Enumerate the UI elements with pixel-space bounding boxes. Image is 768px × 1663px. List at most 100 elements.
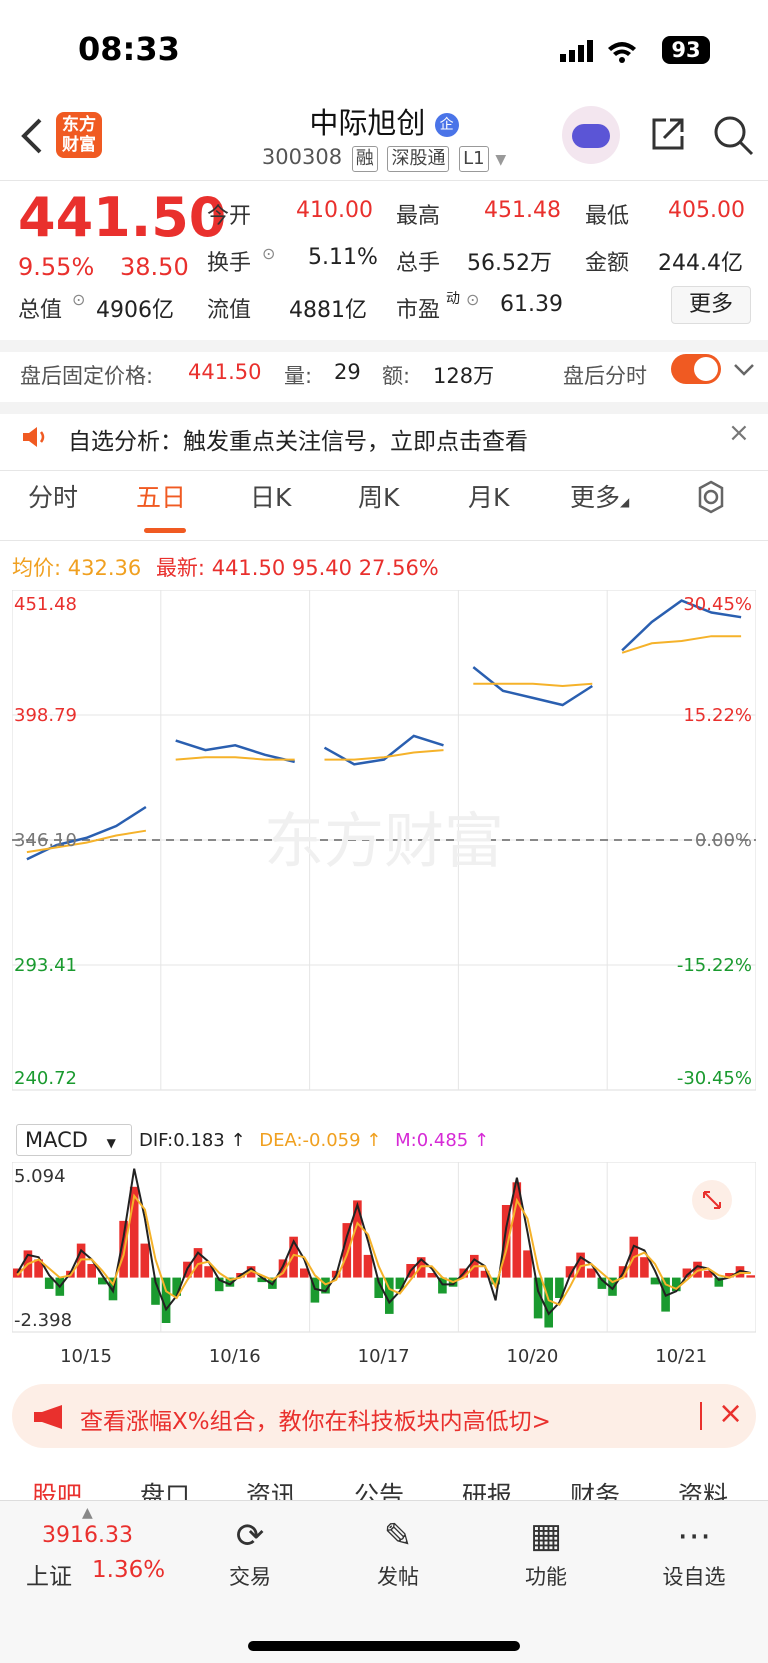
macd-bar bbox=[225, 1277, 235, 1287]
macd-bottom-label: -2.398 bbox=[14, 1310, 72, 1331]
y-tick-right: -15.22% bbox=[677, 955, 752, 976]
macd-bar bbox=[310, 1277, 320, 1303]
dea-value: DEA:-0.059 ↑ bbox=[259, 1130, 382, 1151]
macd-chart[interactable]: 5.094 -2.398 bbox=[12, 1162, 756, 1342]
turnover-value: 5.11% bbox=[308, 245, 378, 270]
index-name[interactable]: 上证 bbox=[26, 1564, 72, 1590]
speaker-icon bbox=[23, 427, 45, 447]
tab-monthly-k[interactable]: 月K bbox=[468, 483, 510, 512]
change-value: 95.40 bbox=[291, 556, 352, 580]
nav-function[interactable]: ▦ 功能 bbox=[496, 1511, 596, 1591]
x-tick-label: 10/16 bbox=[208, 1346, 261, 1367]
index-pct[interactable]: 1.36% bbox=[92, 1557, 166, 1583]
macd-bar bbox=[214, 1277, 224, 1292]
float-label: 流值 bbox=[207, 298, 252, 323]
y-tick-left: 398.79 bbox=[14, 705, 77, 726]
stock-subtitle[interactable]: 300308 融 深股通 L1 ▼ bbox=[0, 145, 768, 172]
macd-bar bbox=[544, 1277, 553, 1328]
dif-line bbox=[16, 1168, 751, 1316]
close-icon[interactable]: × bbox=[728, 418, 750, 448]
macd-bar bbox=[395, 1277, 405, 1289]
nav-post[interactable]: ✎ 发帖 bbox=[348, 1511, 448, 1591]
more-button[interactable]: 更多 bbox=[671, 286, 751, 324]
info-icon[interactable]: ⊙ bbox=[72, 290, 86, 309]
notice-text[interactable]: 自选分析：触发重点关注信号，立即点击查看 bbox=[68, 429, 528, 455]
x-tick-label: 10/20 bbox=[506, 1346, 559, 1367]
y-tick-right: -30.45% bbox=[677, 1068, 752, 1089]
section-tab-finance[interactable]: 财务 bbox=[570, 1481, 621, 1500]
macd-bar bbox=[374, 1277, 383, 1298]
macd-bar bbox=[193, 1248, 203, 1278]
section-tab-research[interactable]: 研报 bbox=[462, 1481, 513, 1500]
close-icon[interactable]: × bbox=[718, 1396, 744, 1431]
y-tick-right: 15.22% bbox=[683, 705, 752, 726]
section-tab-notice[interactable]: 公告 bbox=[354, 1481, 405, 1500]
macd-bar bbox=[151, 1277, 160, 1305]
nav-post-label: 发帖 bbox=[377, 1565, 419, 1589]
back-icon[interactable] bbox=[18, 116, 44, 156]
float-value: 4881亿 bbox=[289, 298, 367, 323]
tab-more[interactable]: 更多◢ bbox=[570, 478, 629, 514]
macd-bar bbox=[140, 1243, 150, 1278]
chevron-down-icon[interactable] bbox=[732, 360, 756, 378]
avg-value: 432.36 bbox=[67, 556, 142, 580]
section-tab-profile[interactable]: 资料 bbox=[678, 1481, 729, 1500]
mktcap-value: 4906亿 bbox=[96, 298, 174, 323]
macd-bar bbox=[512, 1182, 522, 1278]
y-tick-left: 451.48 bbox=[14, 594, 77, 615]
nav-trade-label: 交易 bbox=[229, 1565, 271, 1589]
more-dots-icon: ⋯ bbox=[677, 1516, 711, 1556]
macd-bar bbox=[576, 1252, 585, 1278]
status-time: 08:33 bbox=[78, 30, 180, 68]
macd-bar bbox=[693, 1261, 702, 1278]
info-icon[interactable]: ⊙ bbox=[262, 244, 276, 263]
dif-value: DIF:0.183 ↑ bbox=[139, 1130, 246, 1151]
expand-icon-arrows bbox=[703, 1191, 721, 1209]
macd-bar bbox=[87, 1264, 96, 1278]
open-label: 今开 bbox=[207, 204, 252, 229]
info-icon[interactable]: ⊙ bbox=[466, 290, 480, 309]
expand-icon[interactable] bbox=[692, 1180, 732, 1220]
latest-value: 441.50 bbox=[211, 556, 286, 580]
index-value[interactable]: 3916.33 bbox=[42, 1523, 133, 1548]
nav-watchlist[interactable]: ⋯ 设自选 bbox=[644, 1511, 744, 1591]
macd-bar bbox=[682, 1268, 692, 1278]
x-tick-label: 10/15 bbox=[60, 1346, 112, 1367]
nav-trade[interactable]: ⟳ 交易 bbox=[200, 1511, 300, 1591]
chart-tabs: 分时 五日 日K 周K 月K 更多◢ bbox=[0, 478, 768, 538]
high-value: 451.48 bbox=[484, 198, 561, 223]
chart-summary: 均价: 432.36 最新: 441.50 95.40 27.56% bbox=[12, 552, 439, 582]
five-day-chart[interactable]: 东方财富 451.48 398.79 346.10 293.41 240.72 30.45%… bbox=[12, 590, 756, 1120]
macd-bar bbox=[523, 1250, 532, 1278]
battery-icon: 93 bbox=[662, 36, 710, 64]
tab-five-day[interactable]: 五日 bbox=[136, 483, 187, 512]
macd-frame bbox=[12, 1162, 756, 1333]
macd-selector[interactable]: MACD ▼ bbox=[16, 1124, 132, 1156]
section-tab-news[interactable]: 资讯 bbox=[246, 1481, 297, 1500]
section-tab-forum[interactable]: 股吧 bbox=[32, 1481, 83, 1500]
macd-bar bbox=[608, 1277, 617, 1296]
home-indicator bbox=[248, 1641, 520, 1651]
tab-daily-k[interactable]: 日K bbox=[250, 483, 292, 512]
macd-bar bbox=[714, 1277, 724, 1287]
pe-label: 市盈 bbox=[396, 298, 441, 323]
share-icon[interactable] bbox=[648, 114, 688, 154]
tab-weekly-k[interactable]: 周K bbox=[358, 483, 400, 512]
macd-bar bbox=[385, 1277, 394, 1314]
mktcap-label: 总值 bbox=[18, 298, 63, 323]
macd-bar bbox=[353, 1200, 362, 1278]
megaphone-icon bbox=[34, 1405, 62, 1429]
gear-icon[interactable] bbox=[694, 480, 728, 514]
trade-icon: ⟳ bbox=[235, 1516, 265, 1556]
tab-intraday[interactable]: 分时 bbox=[28, 483, 79, 512]
tab-more-label: 更多 bbox=[570, 483, 621, 512]
volume-label: 总手 bbox=[396, 251, 441, 276]
promo-banner[interactable]: 查看涨幅X%组合，教你在科技板块内高低切> × bbox=[12, 1384, 756, 1448]
robot-avatar[interactable] bbox=[562, 106, 620, 164]
after-hours-toggle[interactable] bbox=[671, 354, 721, 384]
macd-bar bbox=[491, 1277, 500, 1285]
tag-level: L1 bbox=[459, 146, 489, 172]
macd-bar bbox=[501, 1205, 511, 1278]
search-icon[interactable] bbox=[712, 114, 756, 158]
section-tab-orderbook[interactable]: 盘口 bbox=[140, 1481, 191, 1500]
